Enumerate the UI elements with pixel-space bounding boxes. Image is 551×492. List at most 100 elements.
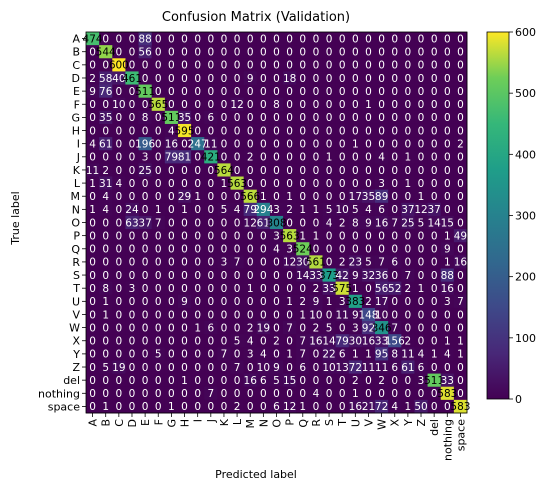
heatmap-cell — [99, 255, 113, 269]
heatmap-cell — [269, 242, 284, 256]
heatmap-cell — [86, 71, 100, 85]
heatmap-cell — [151, 294, 166, 309]
heatmap-cell — [164, 189, 179, 204]
heatmap-cell — [453, 229, 468, 243]
heatmap-cell — [401, 334, 415, 348]
y-tick-label: S — [73, 269, 80, 282]
cell-value-label: 0 — [365, 47, 372, 59]
heatmap-cell — [191, 334, 205, 348]
heatmap-cell — [177, 242, 192, 256]
cell-value-label: 0 — [260, 178, 267, 190]
heatmap-cell — [230, 321, 245, 335]
cell-value-label: 0 — [181, 401, 188, 413]
heatmap-cell — [177, 32, 192, 46]
cell-value-label: 16 — [309, 336, 323, 348]
cell-value-label: 0 — [391, 112, 398, 124]
heatmap-cell — [230, 347, 245, 361]
heatmap-cell — [296, 84, 310, 99]
heatmap-cell — [138, 202, 153, 217]
heatmap-cell — [177, 163, 192, 177]
cell-value-label: 0 — [286, 112, 293, 124]
x-tick-label: Q — [297, 419, 310, 428]
cell-value-label: 0 — [181, 99, 188, 111]
heatmap-cell — [86, 32, 100, 46]
cell-value-label: 0 — [378, 138, 385, 150]
heatmap-cell — [283, 373, 297, 388]
heatmap-cell — [256, 229, 271, 243]
heatmap-cell — [296, 71, 310, 85]
cell-value-label: 0 — [273, 60, 280, 72]
heatmap-cell — [335, 215, 350, 230]
cell-value-label: 563 — [280, 230, 300, 242]
heatmap-cell — [348, 307, 363, 322]
heatmap-cell — [375, 84, 389, 99]
cell-value-label: 2 — [273, 336, 280, 348]
cell-value-label: 0 — [89, 47, 96, 59]
cell-value-label: 0 — [115, 388, 122, 400]
heatmap-cell — [361, 150, 376, 164]
y-axis-label: True label — [9, 191, 22, 245]
cell-value-label: 11 — [401, 349, 414, 361]
cell-value-label: 0 — [168, 191, 175, 203]
heatmap-cell — [269, 176, 284, 191]
cell-value-label: 0 — [431, 47, 438, 59]
x-tick-label: D — [126, 419, 139, 427]
heatmap-cell — [86, 281, 100, 296]
heatmap-cell — [335, 334, 350, 348]
cell-value-label: 4 — [326, 217, 333, 229]
heatmap-cell — [335, 321, 350, 335]
cell-value-label: 0 — [247, 309, 254, 321]
heatmap-cell — [296, 137, 310, 151]
heatmap-cell — [204, 97, 218, 112]
heatmap-cell — [230, 58, 245, 72]
cell-value-label: 0 — [299, 138, 306, 150]
cell-value-label: 0 — [260, 244, 267, 256]
x-tick-label: F — [152, 419, 165, 425]
heatmap-cell — [204, 281, 218, 296]
heatmap-cell — [217, 334, 231, 348]
heatmap-cell — [256, 58, 271, 72]
heatmap-cell — [414, 334, 428, 348]
heatmap-cell — [283, 176, 297, 191]
cell-value-label: 12 — [414, 204, 427, 216]
heatmap-cell — [322, 32, 337, 46]
cell-value-label: 2 — [299, 296, 306, 308]
cell-value-label: 0 — [260, 73, 267, 85]
cell-value-label: 0 — [234, 60, 241, 72]
cell-value-label: 0 — [457, 283, 464, 295]
cell-value-label: 0 — [194, 244, 201, 256]
cell-value-label: 0 — [339, 165, 346, 177]
heatmap-cell — [230, 255, 245, 269]
cell-value-label: 0 — [181, 309, 188, 321]
cell-value-label: 0 — [418, 296, 425, 308]
heatmap-cell — [388, 163, 402, 177]
cell-value-label: 0 — [142, 73, 149, 85]
heatmap-cell — [335, 84, 350, 99]
heatmap-cell — [151, 110, 166, 125]
cell-value-label: 2 — [339, 257, 346, 269]
cell-value-label: 0 — [326, 47, 333, 59]
cell-value-label: 0 — [365, 125, 372, 137]
heatmap-cell — [164, 373, 179, 388]
cell-value-label: 0 — [234, 283, 241, 295]
heatmap-cell — [453, 97, 468, 112]
heatmap-cell — [335, 202, 350, 217]
cell-value-label: 0 — [168, 47, 175, 59]
heatmap-cell — [243, 294, 258, 309]
cell-value-label: 0 — [194, 388, 201, 400]
heatmap-cell — [125, 71, 139, 85]
cell-value-label: 0 — [365, 230, 372, 242]
cell-value-label: 0 — [89, 191, 96, 203]
heatmap-cell — [269, 32, 284, 46]
cell-value-label: 0 — [194, 204, 201, 216]
y-tick-label: nothing — [38, 387, 80, 400]
heatmap-cell — [375, 150, 389, 164]
cell-value-label: 0 — [115, 349, 122, 361]
heatmap-cell — [243, 71, 258, 85]
cell-value-label: 0 — [168, 309, 175, 321]
heatmap-cell — [361, 163, 376, 177]
heatmap-cell — [164, 307, 179, 322]
cell-value-label: 4 — [260, 349, 267, 361]
cell-value-label: 9 — [89, 86, 96, 98]
